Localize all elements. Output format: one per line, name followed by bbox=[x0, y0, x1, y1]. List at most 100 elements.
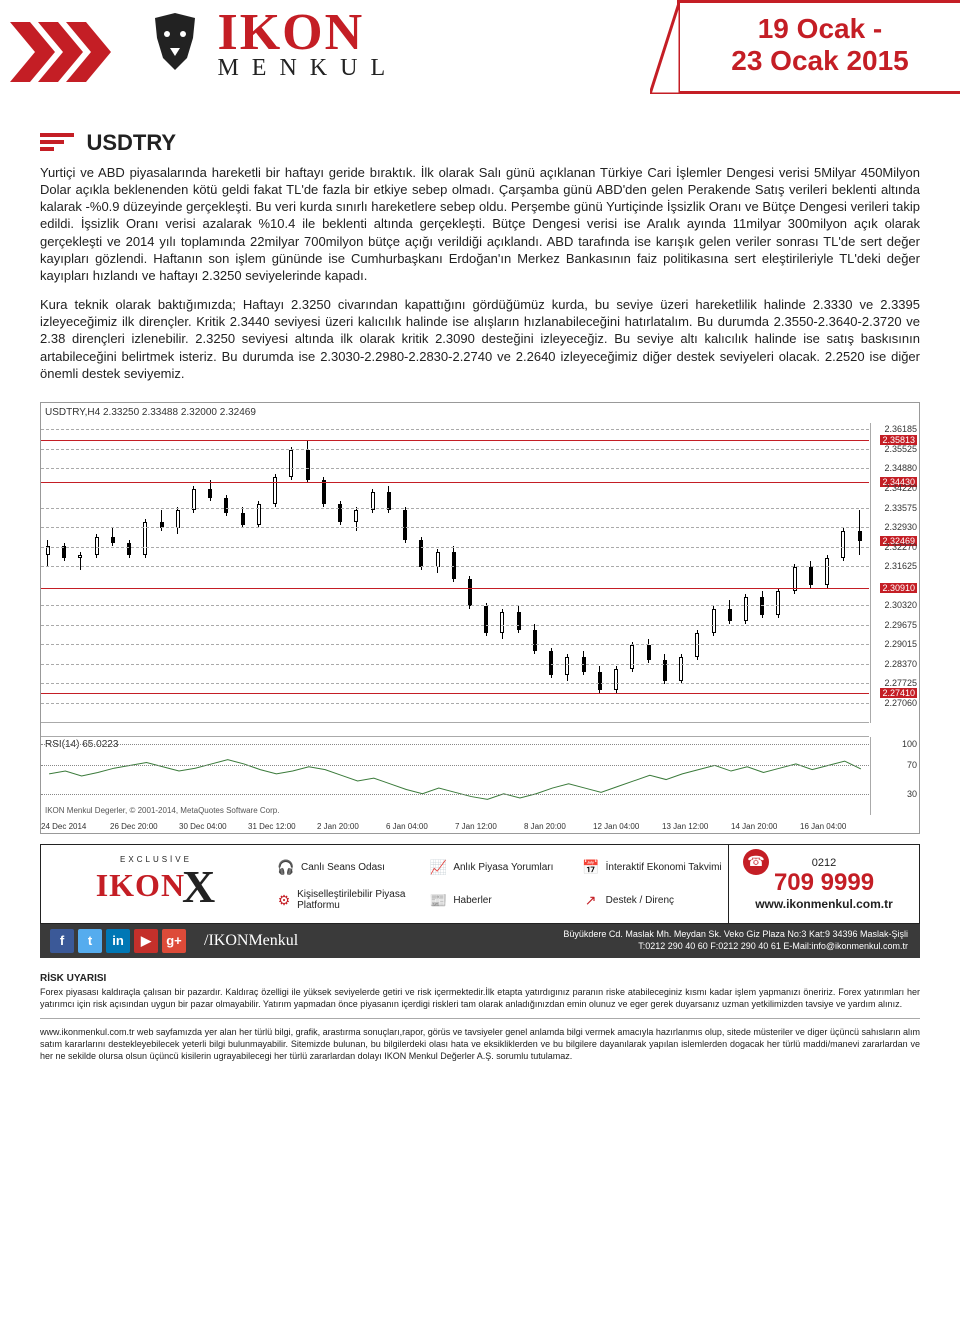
rsi-axis: 3070100 bbox=[870, 737, 919, 815]
ylabel: 2.29675 bbox=[884, 620, 917, 630]
paragraph-2: Kura teknik olarak baktığımızda; Haftayı… bbox=[40, 296, 920, 382]
chart-yaxis: 2.361852.358132.355252.348802.344302.342… bbox=[870, 423, 919, 723]
gridline bbox=[41, 703, 869, 704]
contact-box: ☎ 0212 709 9999 www.ikonmenkul.com.tr bbox=[728, 845, 919, 923]
service-label: Anlık Piyasa Yorumları bbox=[453, 862, 553, 873]
rsi-area: RSI(14) 65.0223 bbox=[41, 736, 869, 815]
ylabel: 2.35525 bbox=[884, 444, 917, 454]
ylabel: 2.34880 bbox=[884, 463, 917, 473]
ylabel: 2.32930 bbox=[884, 522, 917, 532]
ikonx-x: X bbox=[182, 861, 216, 912]
service-label: Destek / Direnç bbox=[606, 895, 674, 906]
social-tw-icon[interactable]: t bbox=[78, 929, 102, 953]
social-gp-icon[interactable]: g+ bbox=[162, 929, 186, 953]
xlabel: 16 Jan 04:00 bbox=[800, 822, 846, 831]
service-icon: 📈 bbox=[429, 858, 447, 876]
date-line1: 19 Ocak - bbox=[680, 13, 960, 45]
ylabel: 2.34220 bbox=[884, 483, 917, 493]
ikonx-brand: IKON bbox=[96, 867, 185, 903]
xlabel: 6 Jan 04:00 bbox=[386, 822, 428, 831]
disclaimer-title: RİSK UYARISI bbox=[40, 972, 920, 985]
rsi-level-line bbox=[41, 744, 869, 745]
ylabel: 2.36185 bbox=[884, 424, 917, 434]
service-item: ↗ Destek / Direnç bbox=[576, 884, 728, 917]
address-line1: Büyükdere Cd. Maslak Mh. Meydan Sk. Veko… bbox=[310, 929, 908, 941]
rsi-level-line bbox=[41, 794, 869, 795]
gridline bbox=[41, 468, 869, 469]
body-text: Yurtiçi ve ABD piyasalarında hareketli b… bbox=[0, 164, 960, 402]
xlabel: 8 Jan 20:00 bbox=[524, 822, 566, 831]
divider bbox=[40, 1018, 920, 1019]
gridline bbox=[41, 683, 869, 684]
ylabel: 2.33575 bbox=[884, 503, 917, 513]
rsi-label: 70 bbox=[907, 760, 917, 770]
service-icon: ⚙ bbox=[277, 891, 291, 909]
ylabel: 2.29015 bbox=[884, 639, 917, 649]
agent-icon: ☎ bbox=[743, 849, 769, 875]
brand-logo: IKON MENKUL bbox=[145, 8, 398, 87]
gridline bbox=[41, 429, 869, 430]
xlabel: 30 Dec 04:00 bbox=[179, 822, 227, 831]
gridline bbox=[41, 508, 869, 509]
brand-sub: MENKUL bbox=[217, 55, 398, 82]
service-item: 🎧 Canlı Seans Odası bbox=[271, 851, 423, 884]
ylabel: 2.27410 bbox=[880, 688, 917, 698]
services-grid: 🎧 Canlı Seans Odası 📈 Anlık Piyasa Yorumlar… bbox=[271, 845, 728, 923]
xlabel: 26 Dec 20:00 bbox=[110, 822, 158, 831]
ikonx-logo: EXCLUSİVE IKONX bbox=[41, 845, 271, 923]
lion-icon bbox=[145, 8, 205, 87]
gridline bbox=[41, 644, 869, 645]
title-bar: USDTRY bbox=[40, 130, 960, 156]
level-line bbox=[41, 588, 869, 589]
chart-copyright: IKON Menkul Degerler, © 2001-2014, MetaQ… bbox=[45, 806, 279, 815]
level-line bbox=[41, 482, 869, 483]
service-item: ⚙ Kişiselleştirilebilir Piyasa Platformu bbox=[271, 884, 423, 917]
xlabel: 7 Jan 12:00 bbox=[455, 822, 497, 831]
xlabel: 14 Jan 20:00 bbox=[731, 822, 777, 831]
service-label: İnteraktif Ekonomi Takvimi bbox=[606, 862, 722, 873]
address-line2: T:0212 290 40 60 F:0212 290 40 61 E-Mail… bbox=[310, 941, 908, 953]
service-icon: ↗ bbox=[582, 891, 600, 909]
xlabel: 31 Dec 12:00 bbox=[248, 822, 296, 831]
level-line bbox=[41, 440, 869, 441]
chevrons-icon bbox=[10, 22, 130, 82]
ylabel: 2.28370 bbox=[884, 659, 917, 669]
rsi-label: 30 bbox=[907, 789, 917, 799]
xlabel: 13 Jan 12:00 bbox=[662, 822, 708, 831]
phone-number: 709 9999 bbox=[774, 869, 874, 897]
social-in-icon[interactable]: in bbox=[106, 929, 130, 953]
service-item: 📅 İnteraktif Ekonomi Takvimi bbox=[576, 851, 728, 884]
social-yt-icon[interactable]: ▶ bbox=[134, 929, 158, 953]
chart-ticker: USDTRY,H4 2.33250 2.33488 2.32000 2.3246… bbox=[45, 407, 256, 418]
service-label: Canlı Seans Odası bbox=[301, 862, 385, 873]
paragraph-1: Yurtiçi ve ABD piyasalarında hareketli b… bbox=[40, 164, 920, 284]
ylabel: 2.32270 bbox=[884, 542, 917, 552]
services-bar: EXCLUSİVE IKONX 🎧 Canlı Seans Odası 📈 Anlık… bbox=[40, 844, 920, 924]
social-fb-icon[interactable]: f bbox=[50, 929, 74, 953]
gridline bbox=[41, 449, 869, 450]
service-item: 📰Haberler bbox=[423, 884, 575, 917]
xlabel: 24 Dec 2014 bbox=[41, 822, 86, 831]
header: IKON MENKUL 19 Ocak - 23 Ocak 2015 bbox=[0, 0, 960, 100]
gridline bbox=[41, 625, 869, 626]
chart-container: USDTRY,H4 2.33250 2.33488 2.32000 2.3246… bbox=[40, 402, 920, 834]
ylabel: 2.27060 bbox=[884, 698, 917, 708]
brand-main: IKON bbox=[217, 8, 398, 57]
service-icon: 🎧 bbox=[277, 858, 295, 876]
service-label: Kişiselleştirilebilir Piyasa Platformu bbox=[297, 889, 417, 911]
ylabel: 2.30320 bbox=[884, 600, 917, 610]
ylabel: 2.30910 bbox=[880, 583, 917, 593]
disclaimer: RİSK UYARISI Forex piyasası kaldıraçla ç… bbox=[40, 972, 920, 1062]
title-marks-icon bbox=[40, 133, 74, 154]
service-label: Haberler bbox=[453, 895, 491, 906]
page: IKON MENKUL 19 Ocak - 23 Ocak 2015 USDTR… bbox=[0, 0, 960, 1062]
ylabel: 2.31625 bbox=[884, 561, 917, 571]
service-icon: 📅 bbox=[582, 858, 600, 876]
gridline bbox=[41, 527, 869, 528]
date-line2: 23 Ocak 2015 bbox=[680, 45, 960, 77]
level-line bbox=[41, 693, 869, 694]
social-bar: ftin▶g+ /IKONMenkul Büyükdere Cd. Maslak… bbox=[40, 924, 920, 958]
disclaimer-p2: www.ikonmenkul.com.tr web sayfamızda yer… bbox=[40, 1027, 920, 1062]
gridline bbox=[41, 547, 869, 548]
page-title: USDTRY bbox=[86, 130, 176, 156]
